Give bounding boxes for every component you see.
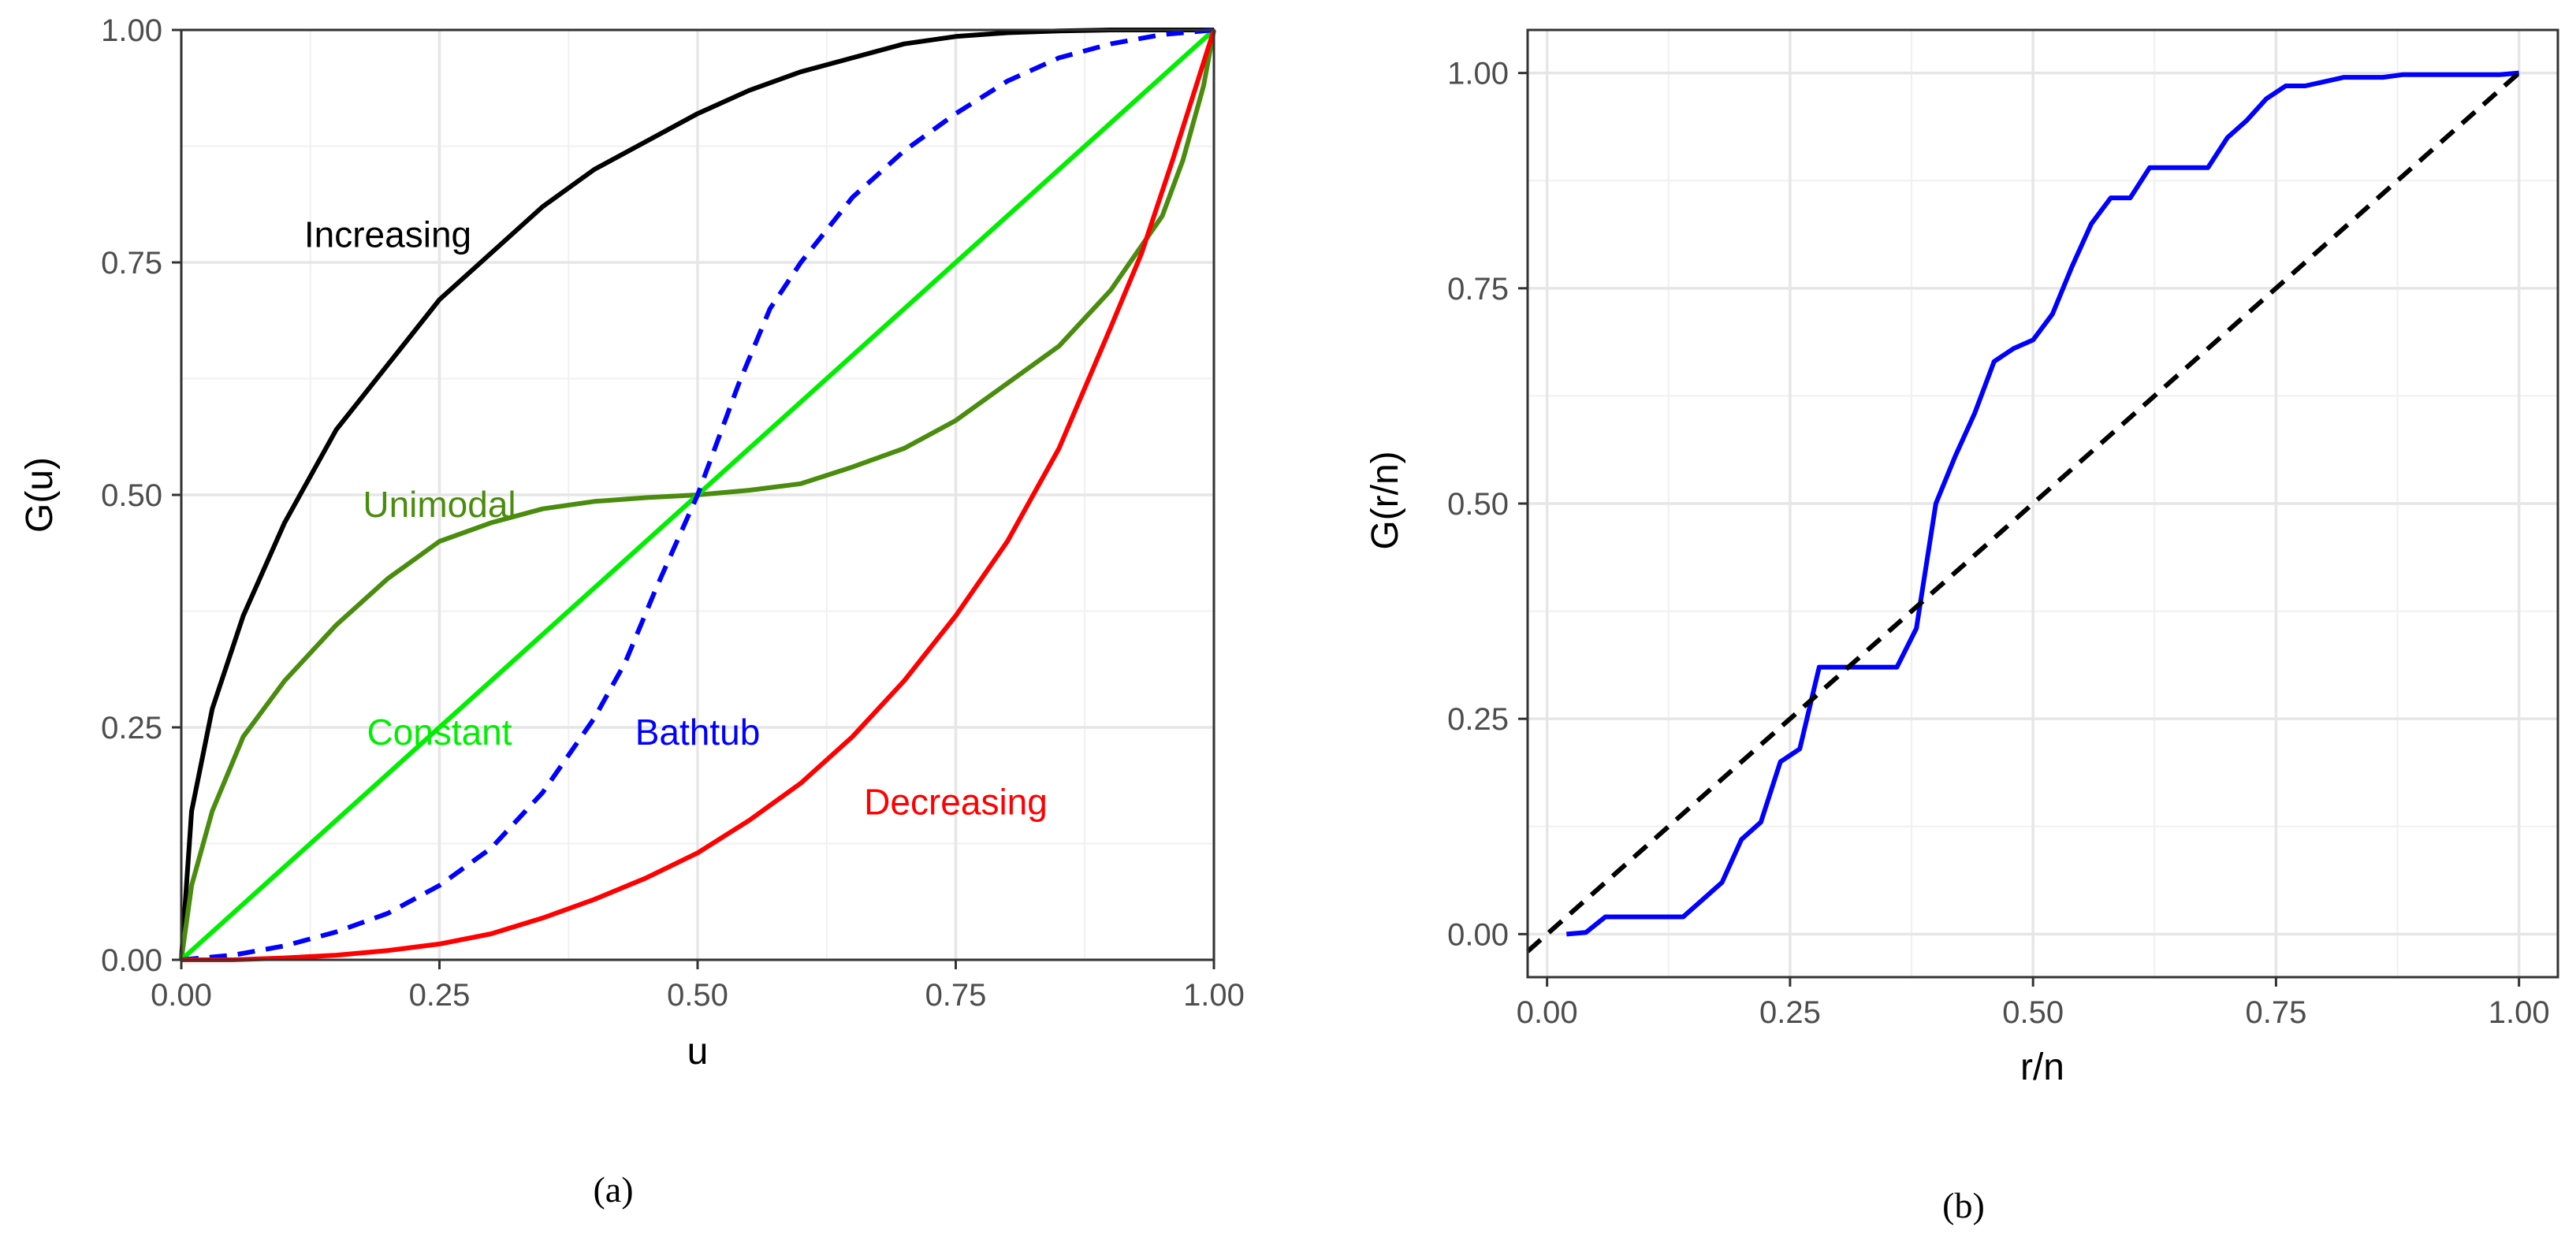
y-tick-label: 0.00 bbox=[101, 943, 162, 978]
x-tick-label: 1.00 bbox=[2489, 995, 2550, 1030]
series-line-bathtub bbox=[181, 28, 1215, 962]
x-tick-label: 0.00 bbox=[1517, 995, 1578, 1030]
x-tick-label: 0.75 bbox=[2245, 995, 2306, 1030]
x-tick-label: 0.00 bbox=[151, 978, 212, 1013]
y-tick-label: 0.75 bbox=[1447, 272, 1509, 307]
x-tick-label: 0.25 bbox=[1759, 995, 1821, 1030]
x-tick-label: 0.50 bbox=[667, 978, 728, 1013]
y-tick-label: 0.75 bbox=[101, 246, 162, 281]
curve-label-constant: Constant bbox=[367, 712, 512, 753]
series-line-reference bbox=[1526, 71, 2521, 954]
y-tick-label: 0.50 bbox=[1447, 487, 1509, 522]
panel-a-x-axis-title: u bbox=[687, 1031, 709, 1073]
panel-a-ticks: 0.00 0.25 0.50 0.75 1.00 0.00 0.25 0.50 0.75 1.00 bbox=[101, 13, 1245, 1013]
panel-b-lines bbox=[1526, 70, 2521, 954]
panel-b-ticks: 0.00 0.25 0.50 0.75 1.00 0.00 0.25 0.50 0.75 1.00 bbox=[1447, 57, 2549, 1030]
x-tick-label: 0.25 bbox=[409, 978, 471, 1013]
series-line-increasing bbox=[179, 28, 1214, 961]
y-tick-label: 1.00 bbox=[101, 13, 162, 48]
panel-a-caption: (a) bbox=[593, 1169, 633, 1210]
y-tick-label: 0.25 bbox=[101, 711, 162, 745]
curve-label-unimodal: Unimodal bbox=[363, 484, 516, 525]
panel-b-caption: (b) bbox=[1942, 1185, 1985, 1225]
x-tick-label: 0.50 bbox=[2002, 995, 2064, 1030]
panel-b-grid bbox=[1528, 30, 2558, 977]
panel-b-y-axis-title: G(r/n) bbox=[1364, 451, 1406, 549]
y-tick-label: 0.25 bbox=[1447, 702, 1509, 737]
panel-a-y-axis-title: G(u) bbox=[19, 457, 61, 533]
panel-b-x-axis-title: r/n bbox=[2020, 1047, 2064, 1088]
curve-label-increasing: Increasing bbox=[304, 214, 471, 255]
series-line-empirical bbox=[1566, 70, 2519, 937]
y-tick-label: 0.50 bbox=[101, 478, 162, 513]
panel-a-annotations: Increasing Unimodal Constant Bathtub Decreas… bbox=[304, 214, 1048, 823]
series-line-decreasing bbox=[181, 29, 1216, 962]
y-tick-label: 1.00 bbox=[1447, 57, 1509, 91]
panel-a: 0.00 0.25 0.50 0.75 1.00 0.00 0.25 0.50 0.75 1.00… bbox=[19, 13, 1245, 1210]
curve-label-decreasing: Decreasing bbox=[864, 781, 1048, 822]
x-tick-label: 1.00 bbox=[1183, 978, 1245, 1013]
curve-label-bathtub: Bathtub bbox=[635, 712, 761, 753]
panel-a-lines bbox=[179, 28, 1216, 962]
panel-b: 0.00 0.25 0.50 0.75 1.00 0.00 0.25 0.50 0.75 1.00… bbox=[1364, 28, 2559, 1225]
y-tick-label: 0.00 bbox=[1447, 917, 1509, 952]
x-tick-label: 0.75 bbox=[925, 978, 987, 1013]
